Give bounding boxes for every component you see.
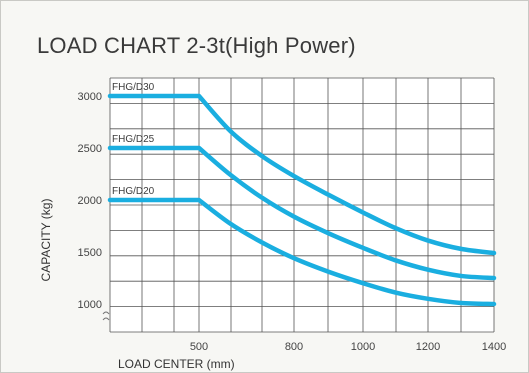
x-tick-label: 800 [285,341,303,353]
series-line-fhg-d30 [107,93,497,256]
x-tick-label: 1000 [351,341,375,353]
x-tick-label: 1200 [416,341,440,353]
y-tick-label: 1500 [78,247,102,259]
x-tick-label: 1400 [482,341,506,353]
series-label: FHG/D25 [112,134,155,145]
axis-break-icon [102,311,110,321]
y-tick-label: 2500 [78,143,102,155]
y-tick-label: 2000 [78,195,102,207]
series-label: FHG/D20 [112,186,155,197]
y-axis-label: CAPACITY (kg) [39,199,53,282]
x-tick-label: 500 [190,341,208,353]
series-line-fhg-d20 [107,197,497,307]
y-tick-label: 3000 [78,91,102,103]
x-axis-label: LOAD CENTER (mm) [118,357,235,371]
series-line-fhg-d25 [107,145,497,281]
series-label: FHG/D30 [112,82,155,93]
chart-title: LOAD CHART 2-3t(High Power) [37,33,356,58]
y-tick-label: 1000 [78,299,102,311]
